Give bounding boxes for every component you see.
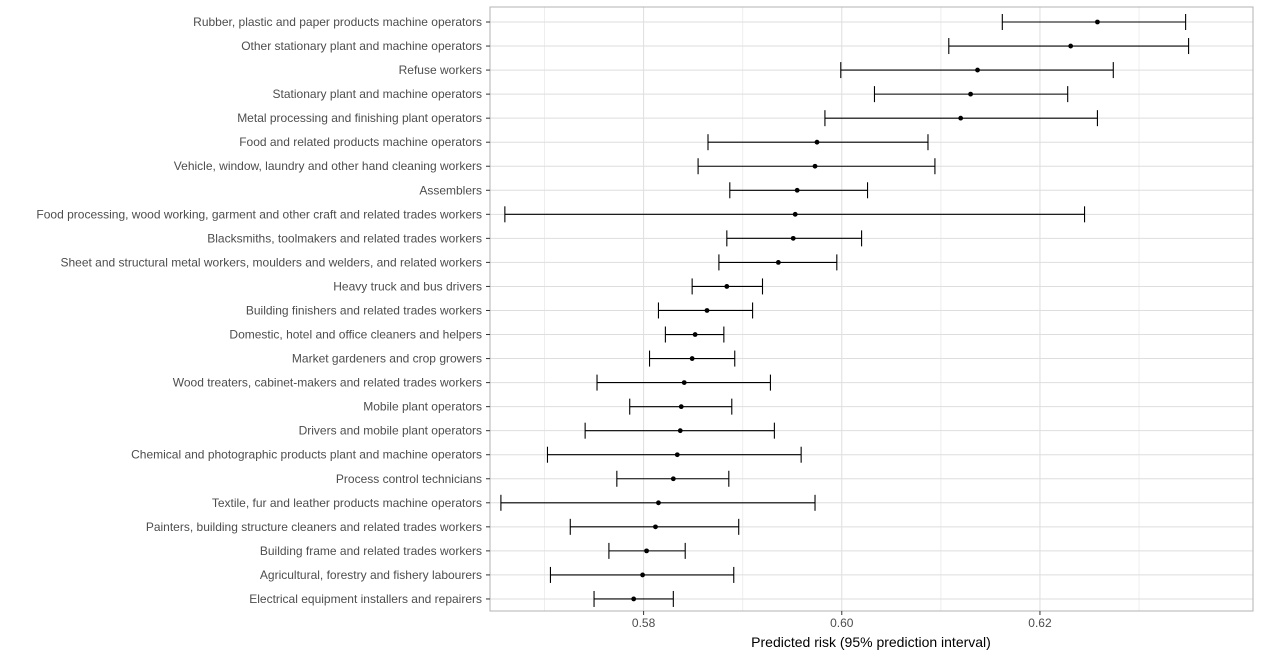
category-label: Market gardeners and crop growers	[292, 352, 482, 366]
point-estimates	[631, 19, 1100, 602]
estimate-point	[812, 163, 818, 169]
estimate-point	[968, 91, 973, 97]
estimate-point	[644, 548, 649, 554]
category-label: Assemblers	[419, 183, 482, 197]
estimate-point	[674, 452, 680, 458]
x-axis-title: Predicted risk (95% prediction interval)	[751, 634, 991, 650]
category-label: Rubber, plastic and paper products machi…	[193, 15, 482, 29]
category-label: Sheet and structural metal workers, moul…	[60, 255, 482, 269]
category-label: Chemical and photographic products plant…	[131, 448, 482, 462]
estimate-point	[678, 404, 684, 410]
minor-gridlines	[544, 7, 1140, 611]
category-labels: Rubber, plastic and paper products machi…	[36, 15, 490, 606]
estimate-point	[670, 476, 676, 482]
category-label: Blacksmiths, toolmakers and related trad…	[207, 231, 482, 245]
panel-border	[489, 6, 1254, 612]
category-label: Stationary plant and machine operators	[273, 87, 482, 101]
estimate-point	[689, 356, 695, 361]
estimate-point	[704, 308, 710, 313]
category-label: Other stationary plant and machine opera…	[241, 39, 482, 53]
category-label: Metal processing and finishing plant ope…	[237, 111, 482, 125]
x-tick-label: 0.58	[632, 616, 656, 630]
estimate-point	[724, 284, 730, 289]
category-label: Heavy truck and bus drivers	[333, 279, 482, 293]
estimate-point	[640, 572, 645, 578]
category-label: Building finishers and related trades wo…	[246, 303, 482, 317]
estimate-point	[790, 235, 796, 241]
category-label: Building frame and related trades worker…	[260, 544, 482, 558]
x-tick-label: 0.60	[830, 616, 854, 630]
estimate-point	[958, 115, 964, 121]
category-label: Domestic, hotel and office cleaners and …	[229, 328, 482, 342]
category-label: Mobile plant operators	[363, 400, 482, 414]
estimate-point	[653, 524, 658, 530]
estimate-point	[631, 596, 637, 602]
category-label: Drivers and mobile plant operators	[299, 424, 482, 438]
category-label: Wood treaters, cabinet-makers and relate…	[173, 376, 482, 390]
estimate-point	[1095, 19, 1100, 25]
category-label: Vehicle, window, laundry and other hand …	[174, 159, 482, 173]
estimate-point	[775, 260, 781, 265]
category-label: Food processing, wood working, garment a…	[36, 207, 482, 221]
estimate-point	[975, 67, 980, 73]
estimate-point	[677, 428, 683, 434]
estimate-point	[1068, 43, 1074, 49]
estimate-point	[692, 332, 698, 337]
category-label: Food and related products machine operat…	[239, 135, 482, 149]
estimate-point	[656, 500, 661, 506]
estimate-point	[792, 211, 798, 217]
x-axis-ticks: 0.58 0.60 0.62	[632, 611, 1052, 630]
category-label: Textile, fur and leather products machin…	[212, 496, 482, 510]
category-label: Painters, building structure cleaners an…	[146, 520, 482, 534]
category-label: Process control technicians	[336, 472, 482, 486]
estimate-point	[794, 187, 800, 193]
estimate-point	[814, 139, 820, 145]
x-tick-label: 0.62	[1028, 616, 1052, 630]
category-label: Refuse workers	[399, 63, 482, 77]
category-label: Agricultural, forestry and fishery labou…	[260, 568, 482, 582]
category-label: Electrical equipment installers and repa…	[249, 592, 482, 606]
estimate-point	[681, 380, 687, 385]
